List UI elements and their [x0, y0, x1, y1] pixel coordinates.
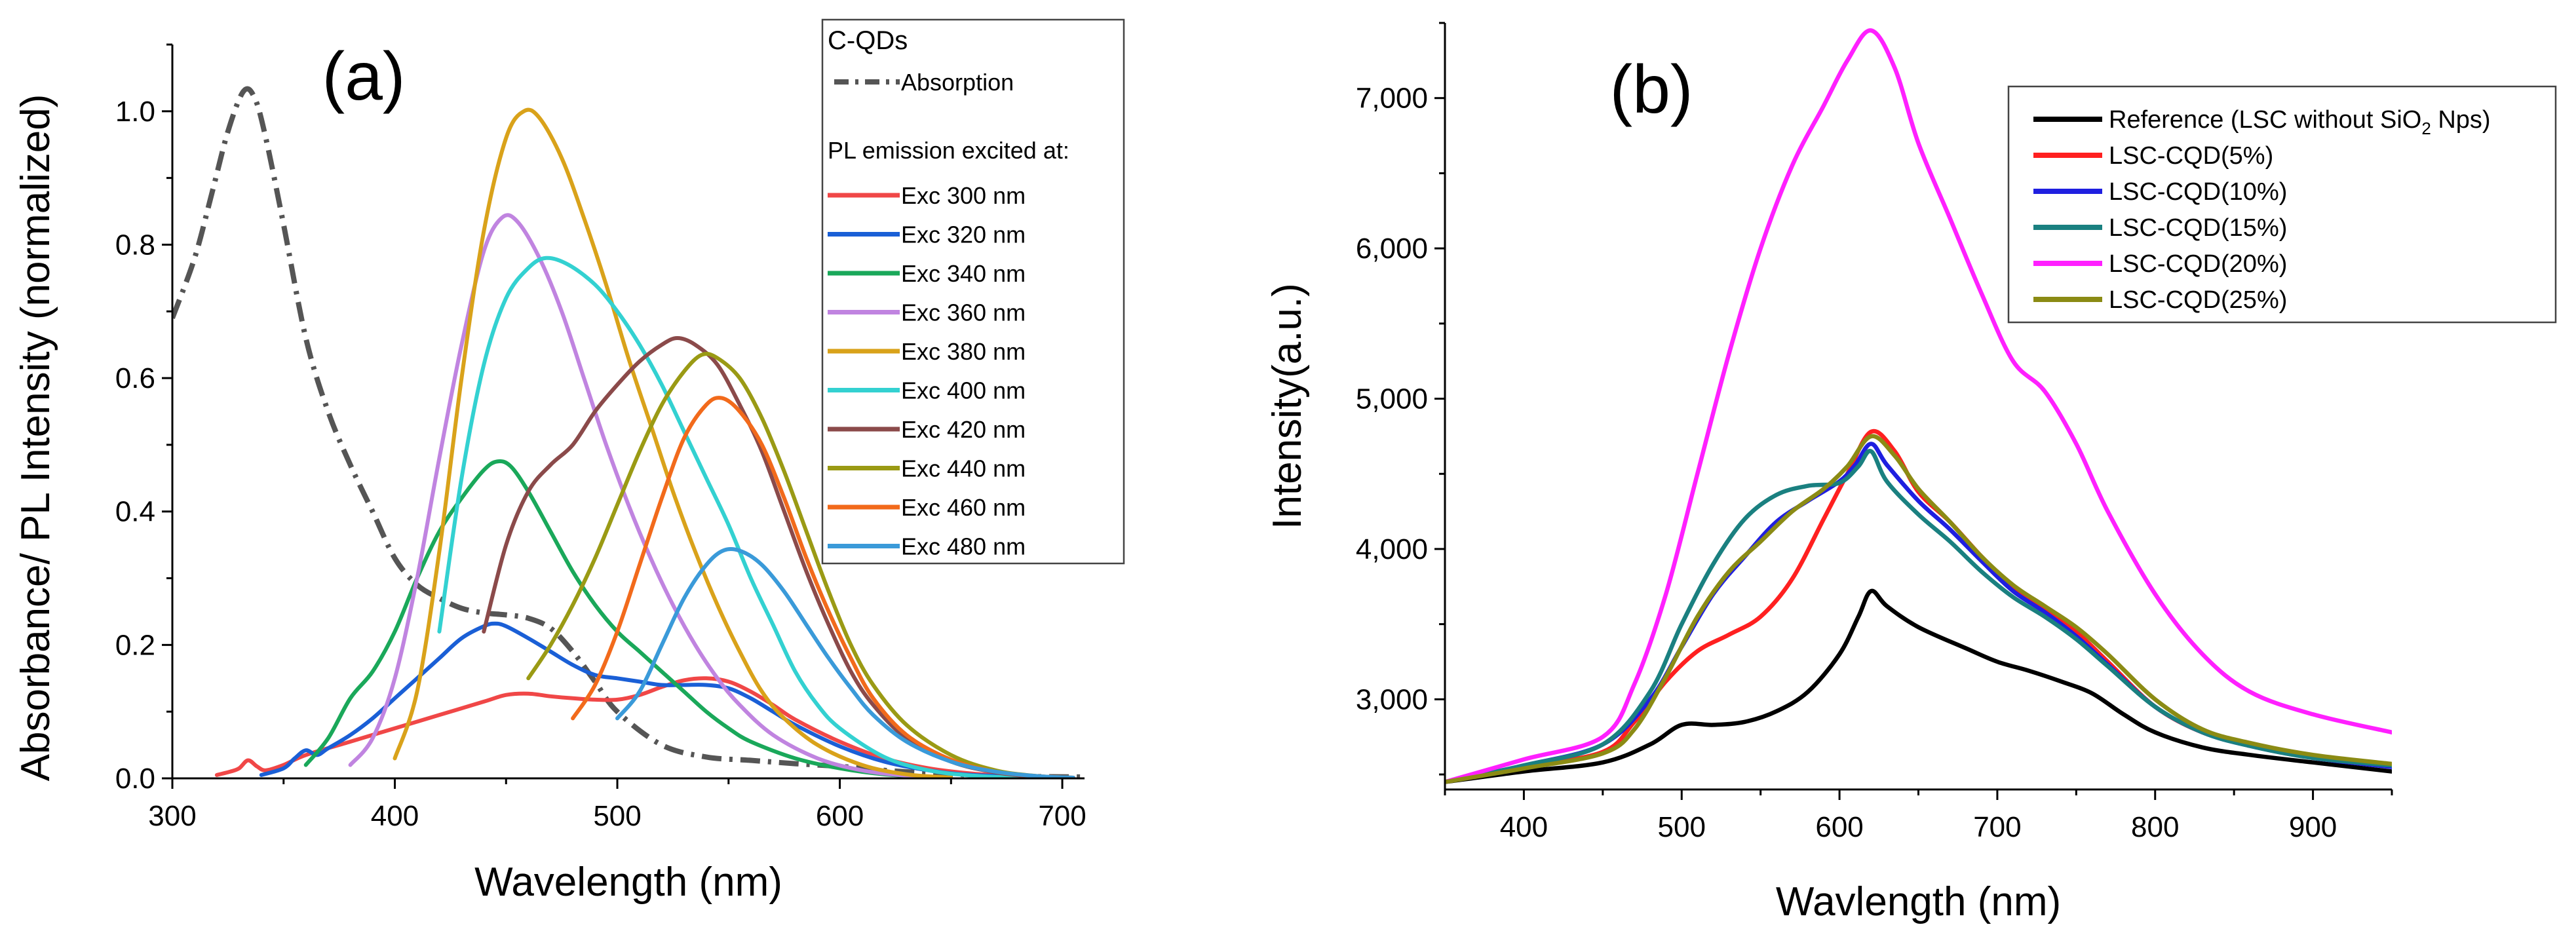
x-tick-label: 400 — [371, 800, 419, 832]
y-tick-label: 0.2 — [115, 629, 155, 661]
series-group — [172, 86, 1085, 778]
x-tick-label: 700 — [1038, 800, 1086, 832]
y-tick-label: 0.4 — [115, 496, 155, 528]
series-line-exc-460-nm — [571, 396, 1075, 778]
legend-label: Absorption — [901, 69, 1014, 96]
series-line-lsc-cqd-15 — [1445, 449, 2392, 784]
legend-label: Exc 380 nm — [901, 338, 1026, 365]
x-tick-label: 800 — [2131, 811, 2179, 843]
legend-title: C-QDs — [828, 26, 908, 55]
series-line-lsc-cqd-25 — [1445, 434, 2392, 784]
series-line-reference-lsc-without-sio — [1445, 588, 2392, 784]
legend-label-text: Reference (LSC without SiO — [2109, 106, 2421, 134]
legend-label: LSC-CQD(10%) — [2109, 178, 2287, 206]
legend-subtitle: PL emission excited at: — [828, 137, 1069, 164]
y-tick-label: 1.0 — [115, 96, 155, 128]
legend-label: LSC-CQD(15%) — [2109, 214, 2287, 242]
series-line-exc-420-nm — [482, 336, 1075, 778]
legend: Reference (LSC without SiO2 Nps) LSC-CQD(… — [2007, 85, 2557, 324]
x-tick-label: 300 — [148, 800, 196, 832]
legend-label: Exc 320 nm — [901, 221, 1026, 248]
x-tick-label: 500 — [1658, 811, 1706, 843]
x-tick-label: 700 — [1973, 811, 2021, 843]
x-axis-title: Wavlength (nm) — [1776, 879, 2061, 924]
series-group — [1445, 28, 2392, 784]
legend-label-subscript: 2 — [2421, 119, 2431, 138]
legend-label: Exc 460 nm — [901, 494, 1026, 521]
legend-label-text: LSC-CQD(10%) — [2109, 178, 2287, 206]
legend-label-text: LSC-CQD(15%) — [2109, 214, 2287, 242]
legend-label: Exc 400 nm — [901, 377, 1026, 404]
series-line-exc-400-nm — [437, 256, 1020, 778]
x-axis-title: Wavelength (nm) — [474, 860, 782, 905]
legend-label: Exc 440 nm — [901, 455, 1026, 482]
series-line-exc-320-nm — [259, 621, 1064, 778]
y-tick-label: 3,000 — [1356, 683, 1428, 715]
y-tick-label: 5,000 — [1356, 383, 1428, 415]
legend-label: Reference (LSC without SiO2 Nps) — [2109, 106, 2491, 138]
series-line-exc-340-nm — [303, 459, 931, 778]
legend-label: LSC-CQD(25%) — [2109, 286, 2287, 314]
x-tick-label: 500 — [593, 800, 641, 832]
legend-label: Exc 480 nm — [901, 533, 1026, 560]
x-tick-label: 600 — [816, 800, 864, 832]
panel-label: (b) — [1609, 52, 1693, 128]
series-line-exc-360-nm — [348, 213, 953, 778]
x-tick-label: 400 — [1500, 811, 1548, 843]
legend-label: LSC-CQD(5%) — [2109, 142, 2273, 170]
legend-label-text: LSC-CQD(20%) — [2109, 250, 2287, 278]
legend: C-QDs Absorption PL emission excited at: Ex… — [821, 18, 1125, 565]
x-tick-label: 900 — [2289, 811, 2337, 843]
series-line-exc-380-nm — [393, 107, 953, 778]
series-line-exc-480-nm — [615, 546, 1075, 778]
legend-label: Exc 420 nm — [901, 416, 1026, 443]
y-tick-label: 6,000 — [1356, 233, 1428, 265]
legend-label: Exc 300 nm — [901, 182, 1026, 209]
legend-label-text: LSC-CQD(25%) — [2109, 286, 2287, 314]
legend-label-text: LSC-CQD(5%) — [2109, 142, 2273, 170]
legend-box — [2007, 85, 2557, 324]
legend-box — [821, 18, 1125, 565]
y-tick-label: 0.8 — [115, 229, 155, 261]
legend-label: Exc 360 nm — [901, 299, 1026, 326]
series-line-exc-440-nm — [526, 352, 1075, 778]
y-tick-label: 4,000 — [1356, 533, 1428, 565]
y-axis-title: Intensity(a.u.) — [1265, 283, 1310, 529]
legend-label: LSC-CQD(20%) — [2109, 250, 2287, 278]
y-axis-title: Absorbance/ PL Intensity (normalized) — [13, 94, 58, 782]
panel-a-chart: 300 400 500 600 700 0.0 0.2 0.4 0.6 0.8 1.0 Wavelen… — [13, 18, 1125, 905]
panel-b-chart: 400 500 600 700 800 900 3,000 4,000 5,000 6,000 7,… — [1265, 22, 2557, 924]
y-tick-label: 0.6 — [115, 362, 155, 394]
series-line-lsc-cqd-20 — [1445, 28, 2392, 784]
y-tick-label: 7,000 — [1356, 83, 1428, 115]
x-tick-label: 600 — [1815, 811, 1863, 843]
legend-label: Exc 340 nm — [901, 260, 1026, 287]
legend-label-tail: Nps) — [2431, 106, 2491, 134]
y-tick-label: 0.0 — [115, 763, 155, 795]
panel-label: (a) — [322, 39, 405, 115]
